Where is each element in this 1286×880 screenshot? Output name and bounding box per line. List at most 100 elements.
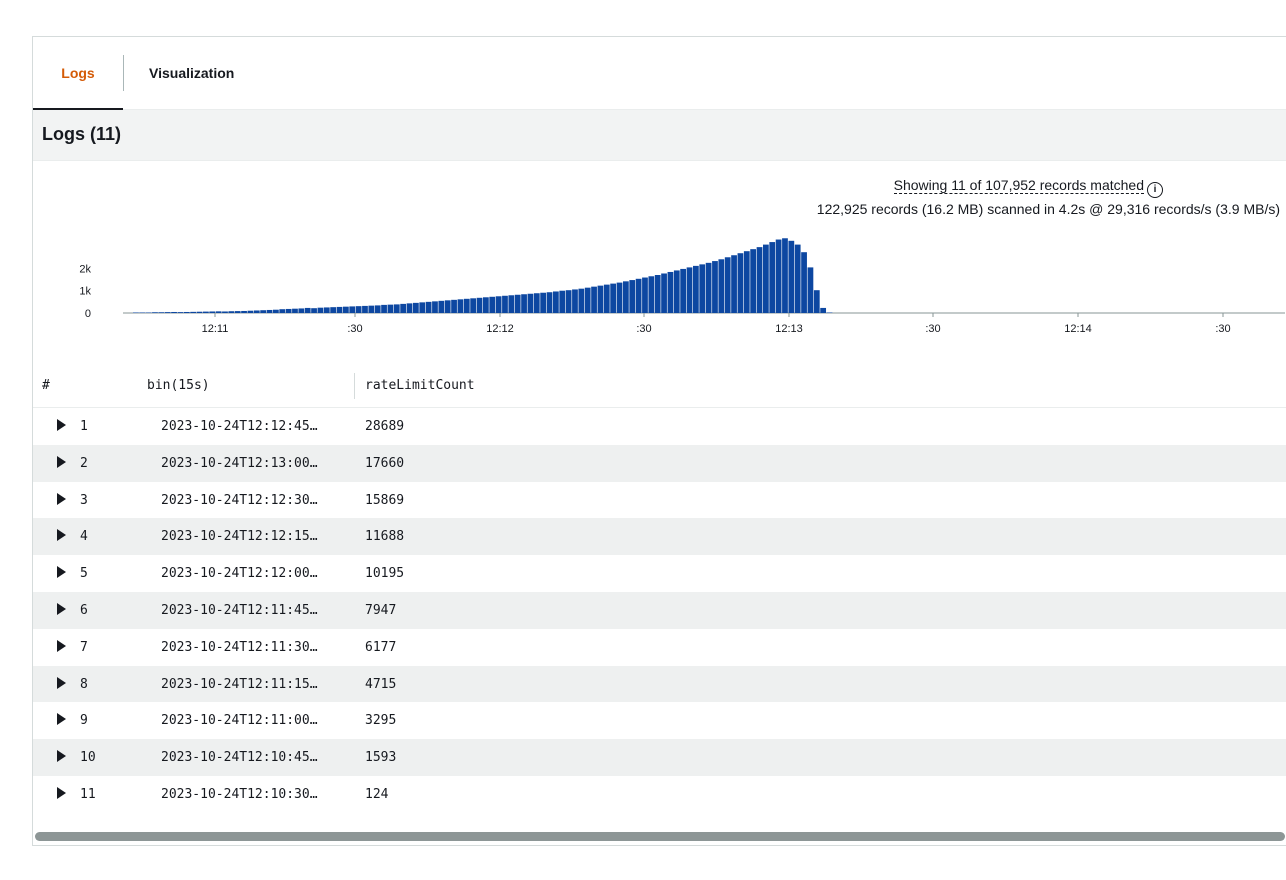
histogram-bar[interactable] [623,281,629,313]
expand-caret-icon[interactable] [57,529,66,542]
expand-caret-icon[interactable] [57,713,66,726]
histogram-bar[interactable] [483,297,489,313]
histogram-bar[interactable] [610,283,617,313]
histogram-bar[interactable] [400,303,407,313]
histogram-bar[interactable] [731,255,737,313]
histogram-bar[interactable] [387,304,394,313]
horizontal-scrollbar[interactable] [35,832,1285,841]
histogram-bar[interactable] [266,309,273,313]
histogram-bar[interactable] [241,310,247,313]
histogram-bar[interactable] [597,285,604,313]
histogram-bar[interactable] [642,277,648,313]
histogram-bar[interactable] [801,252,807,313]
histogram-bar[interactable] [553,291,559,313]
histogram-bar[interactable] [451,299,457,313]
expand-caret-icon[interactable] [57,602,66,615]
histogram-bar[interactable] [743,251,750,313]
histogram-bar[interactable] [228,311,235,313]
histogram-bar[interactable] [279,309,286,313]
histogram-bar[interactable] [603,284,610,313]
histogram-bar[interactable] [820,307,827,313]
expand-caret-icon[interactable] [57,676,66,689]
histogram-bar[interactable] [183,311,190,313]
histogram-bar[interactable] [171,311,177,313]
histogram-bar[interactable] [680,268,687,313]
table-row[interactable]: 4 2023-10-24T12:12:15… 11688 [33,518,1286,556]
histogram-bar[interactable] [311,308,317,313]
expand-caret-icon[interactable] [57,419,66,431]
histogram-bar[interactable] [826,312,833,313]
histogram-bar[interactable] [718,259,725,313]
histogram-bar[interactable] [546,292,553,313]
histogram-bar[interactable] [158,312,165,313]
histogram-bar[interactable] [654,275,661,313]
histogram-bar[interactable] [222,311,228,313]
histogram-bar[interactable] [203,311,209,313]
col-divider[interactable] [354,373,355,399]
histogram-bar[interactable] [164,312,171,313]
expand-caret-icon[interactable] [57,566,66,579]
histogram-bar[interactable] [285,308,292,313]
histogram-bar[interactable] [470,298,477,313]
histogram-bar[interactable] [763,244,769,313]
expand-caret-icon[interactable] [57,639,66,652]
tab-visualization[interactable]: Visualization [149,65,235,81]
histogram-bar[interactable] [444,300,451,313]
histogram-bar[interactable] [693,265,699,313]
histogram-bar[interactable] [438,300,445,313]
histogram-bar[interactable] [190,311,197,313]
histogram-bar[interactable] [591,286,597,313]
histogram-bar[interactable] [298,308,305,313]
histogram-bar[interactable] [215,311,222,313]
histogram-bar[interactable] [355,306,362,313]
histogram-bar[interactable] [425,301,432,313]
histogram-bar[interactable] [673,270,680,313]
histogram-bar[interactable] [323,307,330,313]
histogram-bar[interactable] [413,302,419,313]
col-header-rate[interactable]: rateLimitCount [365,378,475,393]
histogram-bar[interactable] [336,306,343,313]
table-row[interactable]: 3 2023-10-24T12:12:30… 15869 [33,482,1286,519]
histogram-bar[interactable] [699,264,706,313]
histogram-bar[interactable] [343,306,349,313]
histogram-bar[interactable] [584,287,591,313]
histogram-bar[interactable] [152,312,158,313]
histogram-bar[interactable] [533,293,540,313]
table-row[interactable]: 5 2023-10-24T12:12:00… 10195 [33,555,1286,592]
expand-caret-icon[interactable] [57,492,66,505]
expand-caret-icon[interactable] [57,750,66,763]
histogram-bar[interactable] [565,290,572,313]
histogram-bar[interactable] [145,312,152,313]
info-icon[interactable]: i [1147,182,1163,198]
histogram-bar[interactable] [330,307,337,313]
histogram-bar[interactable] [782,238,788,313]
histogram-bar[interactable] [661,273,667,313]
expand-caret-icon[interactable] [57,455,66,468]
table-row[interactable]: 1 2023-10-24T12:12:45… 28689 [33,408,1286,445]
histogram-bar[interactable] [705,262,712,313]
histogram-bar[interactable] [304,307,311,313]
histogram-bar[interactable] [807,267,814,313]
histogram-bar[interactable] [317,307,324,313]
histogram-bar[interactable] [572,289,578,313]
histogram-bar[interactable] [527,293,534,313]
table-row[interactable]: 11 2023-10-24T12:10:30… 124 [33,776,1286,813]
histogram-bar[interactable] [635,278,642,313]
histogram-bar[interactable] [362,305,368,313]
histogram-bar[interactable] [794,244,801,313]
tab-logs[interactable]: Logs [33,37,123,110]
histogram-bar[interactable] [648,276,655,313]
histogram-bar[interactable] [457,299,464,313]
histogram-bar[interactable] [756,247,763,313]
histogram-bar[interactable] [368,305,375,313]
histogram-bar[interactable] [489,296,496,313]
histogram-bar[interactable] [737,253,744,313]
histogram-bar[interactable] [432,301,438,313]
histogram-bar[interactable] [686,267,693,313]
expand-caret-icon[interactable] [57,786,66,799]
col-header-bin[interactable]: bin(15s) [147,378,210,393]
histogram-bar[interactable] [253,310,260,313]
histogram-bar[interactable] [260,310,267,313]
histogram-bar[interactable] [406,303,413,313]
table-row[interactable]: 10 2023-10-24T12:10:45… 1593 [33,739,1286,776]
